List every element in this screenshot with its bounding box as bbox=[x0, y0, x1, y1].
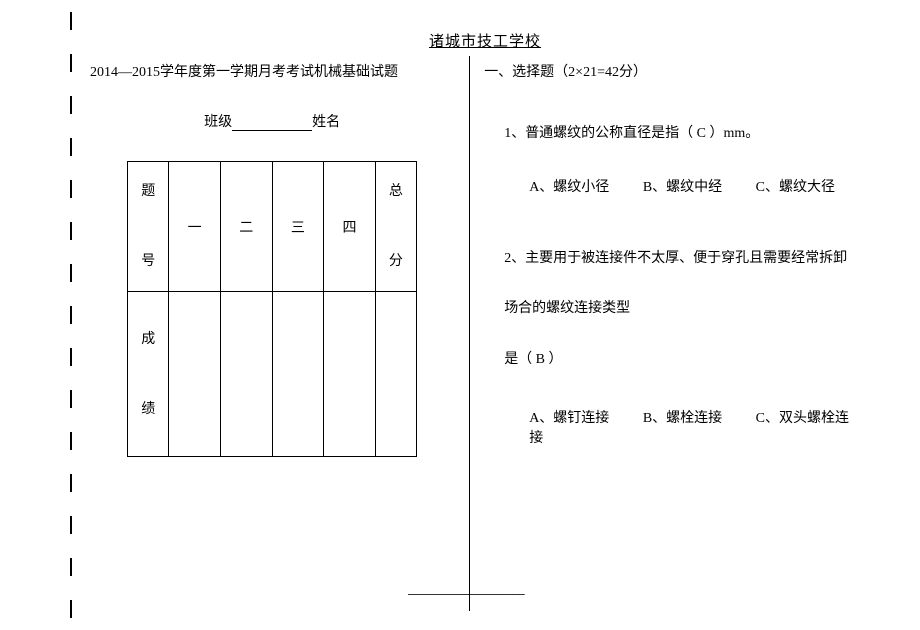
class-name-row: 班级 姓名 bbox=[90, 111, 454, 131]
left-column: 2014—2015学年度第一学期月考考试机械基础试题 班级 姓名 题 号 一 二 … bbox=[90, 61, 469, 601]
score-cell-3 bbox=[272, 292, 324, 457]
question-2-line3: 是（ B ） bbox=[484, 347, 880, 372]
q1-option-c: C、螺纹大径 bbox=[756, 180, 835, 195]
q1-option-a: A、螺纹小径 bbox=[529, 180, 609, 195]
question-2-line2: 场合的螺纹连接类型 bbox=[484, 296, 880, 321]
school-header: 诸城市技工学校 bbox=[90, 30, 880, 51]
col-1: 一 bbox=[169, 162, 221, 292]
score-cell-1 bbox=[169, 292, 221, 457]
col-total: 总 分 bbox=[375, 162, 416, 292]
row-label-score: 成 绩 bbox=[128, 292, 169, 457]
name-label: 姓名 bbox=[312, 115, 340, 130]
exam-title: 2014—2015学年度第一学期月考考试机械基础试题 bbox=[90, 61, 454, 81]
q2-option-b: B、螺栓连接 bbox=[643, 411, 722, 426]
question-1: 1、普通螺纹的公称直径是指（ C ）mm。 bbox=[484, 121, 880, 146]
section-1-title: 一、选择题（2×21=42分） bbox=[484, 61, 880, 81]
score-cell-4 bbox=[324, 292, 376, 457]
col-4: 四 bbox=[324, 162, 376, 292]
content-area: 2014—2015学年度第一学期月考考试机械基础试题 班级 姓名 题 号 一 二 … bbox=[90, 61, 880, 601]
question-1-options: A、螺纹小径 B、螺纹中经 C、螺纹大径 bbox=[484, 176, 880, 196]
table-header-row: 题 号 一 二 三 四 总 分 bbox=[128, 162, 417, 292]
right-column: 一、选择题（2×21=42分） 1、普通螺纹的公称直径是指（ C ）mm。 A、… bbox=[469, 61, 880, 601]
score-cell-2 bbox=[220, 292, 272, 457]
score-cell-total bbox=[375, 292, 416, 457]
row-label-question: 题 号 bbox=[128, 162, 169, 292]
question-2-options: A、螺钉连接 B、螺栓连接 C、双头螺栓连接 bbox=[484, 407, 880, 447]
question-2-line1: 2、主要用于被连接件不太厚、便于穿孔且需要经常拆卸 bbox=[484, 246, 880, 271]
class-blank bbox=[232, 117, 312, 131]
footer-dashes: ----------------------------------------… bbox=[408, 589, 525, 600]
column-divider bbox=[469, 56, 470, 611]
q2-option-a: A、螺钉连接 bbox=[529, 411, 609, 426]
page-container: 诸城市技工学校 2014—2015学年度第一学期月考考试机械基础试题 班级 姓名 … bbox=[0, 0, 920, 630]
score-table: 题 号 一 二 三 四 总 分 成 bbox=[127, 161, 417, 457]
col-2: 二 bbox=[220, 162, 272, 292]
table-score-row: 成 绩 bbox=[128, 292, 417, 457]
col-3: 三 bbox=[272, 162, 324, 292]
class-label: 班级 bbox=[204, 115, 232, 130]
q1-option-b: B、螺纹中经 bbox=[643, 180, 722, 195]
